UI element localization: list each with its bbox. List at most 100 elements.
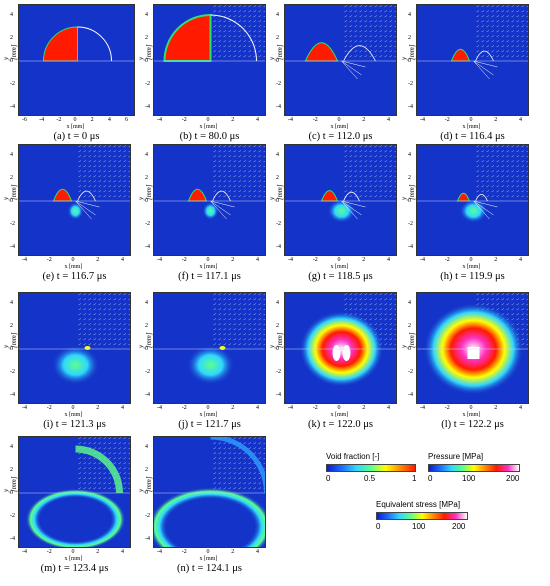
x-tick-label: 2 <box>96 405 100 411</box>
y-tick-label: 4 <box>10 12 13 18</box>
x-axis-label: x [mm] <box>64 556 83 562</box>
stress-region <box>327 199 356 223</box>
x-tick-label: -4 <box>22 257 27 263</box>
x-tick-label: -4 <box>39 117 45 123</box>
legend-void-tick-2: 1 <box>412 474 417 483</box>
y-tick-label: 0 <box>408 58 411 64</box>
x-axis-label: x [mm] <box>64 412 83 418</box>
y-tick-label: 2 <box>276 323 279 329</box>
x-tick-label: 0 <box>469 257 473 263</box>
y-tick-label: -4 <box>276 244 281 250</box>
velocity-vectors <box>213 5 265 58</box>
x-tick-label: 0 <box>206 257 210 263</box>
x-tick-label: -4 <box>420 117 425 123</box>
field-background <box>285 5 396 115</box>
y-tick-label: -4 <box>10 104 15 110</box>
x-tick-label: 6 <box>125 117 128 123</box>
y-tick-label: 2 <box>145 467 148 473</box>
y-tick-label: -4 <box>145 536 150 542</box>
x-tick-label: -4 <box>288 405 293 411</box>
x-tick-label: 0 <box>337 117 341 123</box>
y-tick-label: -4 <box>145 244 150 250</box>
x-tick-label: -4 <box>157 117 162 123</box>
peak-stress-region-2 <box>342 345 351 361</box>
legend-void-tick-0: 0 <box>326 474 331 483</box>
x-tick-label: -4 <box>157 549 162 555</box>
stress-region <box>51 345 100 385</box>
y-tick-label: 0 <box>145 346 148 352</box>
x-axis-label: x [mm] <box>330 124 349 130</box>
peak-stress-region <box>467 347 480 359</box>
legend-void-tick-1: 0.5 <box>364 474 376 483</box>
x-tick-label: 0 <box>337 257 341 263</box>
y-tick-label: -4 <box>276 104 281 110</box>
velocity-vectors <box>476 145 528 198</box>
velocity-vectors <box>344 5 396 58</box>
y-tick-label: 2 <box>276 175 279 181</box>
x-tick-label: -4 <box>420 257 425 263</box>
legend-void-colorbar <box>326 464 416 472</box>
jet-lines <box>341 60 366 80</box>
y-tick-label: -4 <box>145 104 150 110</box>
panel-caption: (d) t = 116.4 μs <box>440 131 505 142</box>
x-tick-label: 0 <box>206 117 210 123</box>
x-tick-label: 0 <box>206 405 210 411</box>
bubble-outline <box>343 45 376 62</box>
x-tick-label: -2 <box>181 405 187 411</box>
legend-pressure-colorbar <box>428 464 520 472</box>
y-tick-label: -2 <box>10 369 15 375</box>
y-tick-label: 0 <box>276 58 279 64</box>
panel-caption: (n) t = 124.1 μs <box>177 563 242 574</box>
jet-lines <box>473 60 498 80</box>
legend-pressure-title: Pressure [MPa] <box>428 452 484 461</box>
y-tick-label: 4 <box>10 300 13 306</box>
x-tick-label: -2 <box>181 257 187 263</box>
panel-caption: (f) t = 117.1 μs <box>178 271 241 282</box>
y-tick-label: 4 <box>10 152 13 158</box>
y-tick-label: 4 <box>145 152 148 158</box>
velocity-vectors <box>476 5 528 58</box>
x-tick-label: 4 <box>519 405 522 411</box>
y-tick-label: -4 <box>10 244 15 250</box>
x-axis-label: x [mm] <box>199 264 218 270</box>
legend-pressure: Pressure [MPa] 0 100 200 <box>428 452 528 483</box>
x-tick-label: 2 <box>362 117 366 123</box>
legend-stress-tick-1: 100 <box>412 522 426 531</box>
x-tick-label: -2 <box>444 117 450 123</box>
panel-caption: (g) t = 118.5 μs <box>308 271 373 282</box>
x-tick-label: -4 <box>157 257 162 263</box>
x-tick-label: 2 <box>494 117 498 123</box>
x-tick-label: 0 <box>71 549 75 555</box>
y-tick-label: 4 <box>276 152 279 158</box>
x-tick-label: 0 <box>469 117 473 123</box>
y-tick-label: 0 <box>10 58 13 64</box>
x-axis-label: x [mm] <box>330 264 349 270</box>
x-tick-label: 4 <box>519 257 522 263</box>
y-tick-label: 0 <box>145 198 148 204</box>
field-background <box>154 145 265 255</box>
y-tick-label: 2 <box>10 467 13 473</box>
bubble-outline <box>475 50 494 62</box>
pressure-spot <box>84 346 91 350</box>
y-tick-label: 4 <box>145 12 148 18</box>
y-tick-label: -2 <box>10 513 15 519</box>
legend-stress-colorbar <box>376 512 468 520</box>
x-axis-label: x [mm] <box>66 124 85 130</box>
x-tick-label: 0 <box>73 117 77 123</box>
x-tick-label: 2 <box>231 117 235 123</box>
plot-m <box>18 436 131 548</box>
x-axis-label: x [mm] <box>64 264 83 270</box>
y-tick-label: 4 <box>145 300 148 306</box>
pressure-wavefront <box>75 445 123 494</box>
bubble-outline <box>343 191 360 202</box>
x-axis-label: x [mm] <box>199 412 218 418</box>
plot-j <box>153 292 266 404</box>
y-tick-label: 4 <box>408 152 411 158</box>
y-tick-label: 2 <box>145 35 148 41</box>
y-tick-label: 0 <box>10 198 13 204</box>
jet-lines <box>75 200 100 220</box>
x-tick-label: 0 <box>337 405 341 411</box>
y-tick-label: -4 <box>10 536 15 542</box>
y-tick-label: 0 <box>276 198 279 204</box>
legend-equivalent-stress: Equivalent stress [MPa] 0 100 200 <box>376 500 486 531</box>
